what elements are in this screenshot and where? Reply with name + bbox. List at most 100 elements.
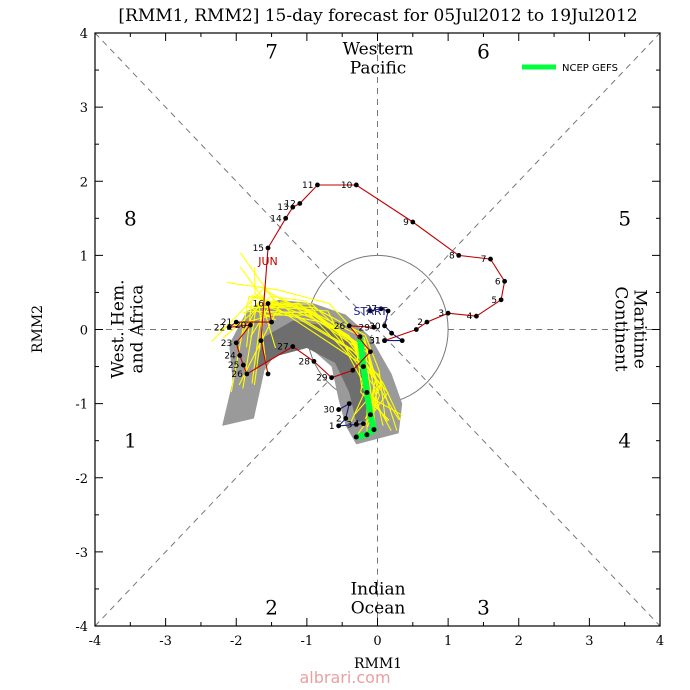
forecast-mean-point bbox=[357, 334, 363, 340]
previous-month-day-label: 20 bbox=[235, 321, 247, 331]
previous-month-day-label: 24 bbox=[224, 351, 236, 361]
start-segment-point bbox=[385, 308, 391, 314]
forecast-mean-point bbox=[371, 427, 377, 433]
x-tick-label: 3 bbox=[585, 634, 593, 649]
early-july-point bbox=[336, 423, 342, 429]
forecast-mean-point bbox=[360, 364, 366, 370]
observed-point bbox=[297, 201, 303, 206]
watermark: albrari.com bbox=[299, 668, 391, 687]
previous-month-point bbox=[237, 353, 243, 358]
previous-month-point bbox=[233, 319, 239, 325]
diagonal-line bbox=[94, 32, 661, 627]
observed-point bbox=[353, 182, 359, 188]
previous-month-day-label: 26 bbox=[231, 370, 243, 380]
observed-day-label: 4 bbox=[467, 312, 473, 322]
observed-point bbox=[410, 219, 416, 225]
observed-track bbox=[226, 182, 508, 429]
x-tick-label: -3 bbox=[159, 634, 172, 649]
observed-point bbox=[290, 204, 296, 210]
y-tick-label: -3 bbox=[75, 546, 88, 561]
phase-number-8: 8 bbox=[124, 206, 137, 230]
previous-month-point bbox=[329, 375, 334, 381]
phase-number-7: 7 bbox=[265, 40, 278, 64]
ensemble-member-line bbox=[258, 305, 378, 424]
observed-point bbox=[502, 278, 508, 284]
observed-point bbox=[315, 182, 320, 188]
observed-day-label: 10 bbox=[341, 181, 353, 191]
early-july-day-label: 4 bbox=[354, 420, 360, 430]
ensemble-member-line bbox=[239, 252, 386, 418]
previous-month-line bbox=[227, 303, 375, 379]
previous-month-point bbox=[311, 358, 317, 364]
legend: NCEP GEFS bbox=[522, 63, 618, 74]
region-western-pacific-line: Pacific bbox=[350, 59, 407, 79]
previous-month-point bbox=[247, 322, 253, 328]
phase-number-2: 2 bbox=[265, 595, 278, 619]
forecast-mean-point bbox=[367, 412, 373, 418]
previous-month-day-label: 16 bbox=[253, 300, 265, 310]
previous-month-point bbox=[244, 371, 250, 377]
observed-day-label: 6 bbox=[495, 277, 501, 287]
observed-day-label: 9 bbox=[403, 218, 409, 228]
forecast-mean-point bbox=[364, 390, 370, 396]
observed-point bbox=[445, 310, 451, 316]
observed-day-label: 2 bbox=[417, 318, 423, 328]
previous-month-day-label: 29 bbox=[316, 374, 328, 384]
start-segment-day-label: 27 bbox=[366, 305, 377, 315]
y-tick-label: 0 bbox=[80, 324, 88, 339]
region-indian-ocean-line: Ocean bbox=[351, 599, 406, 619]
previous-month-point bbox=[350, 367, 356, 373]
observed-point bbox=[473, 313, 479, 319]
previous-month-day-label: 27 bbox=[277, 343, 288, 353]
start-label: START bbox=[353, 305, 387, 318]
start-segment-point bbox=[368, 308, 373, 314]
observed-day-label: 3 bbox=[438, 309, 444, 319]
observed-point bbox=[258, 338, 264, 344]
early-july-point bbox=[343, 416, 349, 421]
phase-number-6: 6 bbox=[477, 40, 490, 64]
observed-point bbox=[283, 215, 289, 221]
observed-day-label: 31 bbox=[369, 337, 380, 347]
observed-day-label: 8 bbox=[449, 251, 455, 261]
y-axis-label: RMM2 bbox=[30, 305, 46, 353]
y-tick-label: 3 bbox=[80, 101, 88, 116]
observed-point bbox=[265, 371, 271, 377]
observed-day-label: 5 bbox=[491, 296, 497, 306]
early-july-day-label: 30 bbox=[323, 406, 335, 416]
ensemble-member-line bbox=[251, 314, 377, 417]
early-july-point bbox=[336, 407, 342, 412]
phase-number-5: 5 bbox=[618, 206, 631, 230]
observed-point bbox=[498, 297, 504, 303]
x-tick-label: -2 bbox=[230, 634, 243, 649]
region-west-hem-africa-line: and Africa bbox=[128, 285, 148, 374]
y-tick-label: -2 bbox=[75, 472, 88, 487]
previous-month-point bbox=[346, 323, 352, 329]
previous-month-point bbox=[371, 324, 377, 330]
region-west-hem-africa-line: West. Hem. bbox=[109, 280, 129, 379]
phase-number-4: 4 bbox=[618, 429, 631, 453]
region-maritime-continent-line: Continent bbox=[611, 286, 631, 371]
observed-point bbox=[265, 245, 271, 251]
observed-day-label: 15 bbox=[253, 244, 264, 254]
region-western-pacific-line: Western bbox=[343, 40, 414, 60]
early-july-day-label: 3 bbox=[347, 420, 353, 430]
ensemble-member-line bbox=[254, 267, 398, 431]
observed-point bbox=[424, 319, 430, 325]
start-segment-point bbox=[389, 330, 395, 336]
forecast-mean-point bbox=[364, 432, 370, 438]
previous-month-point bbox=[233, 340, 239, 346]
observed-point bbox=[488, 256, 493, 262]
start-segment-point bbox=[399, 338, 405, 344]
y-tick-label: 4 bbox=[80, 27, 88, 42]
observed-day-label: 7 bbox=[481, 255, 487, 265]
observed-day-label: 14 bbox=[270, 214, 282, 224]
phase-number-3: 3 bbox=[477, 595, 490, 619]
previous-month-day-label: 21 bbox=[221, 318, 232, 328]
x-tick-label: -4 bbox=[89, 634, 102, 649]
start-segment-day-label: 31 bbox=[369, 337, 380, 347]
ensemble-member-line bbox=[238, 301, 400, 421]
